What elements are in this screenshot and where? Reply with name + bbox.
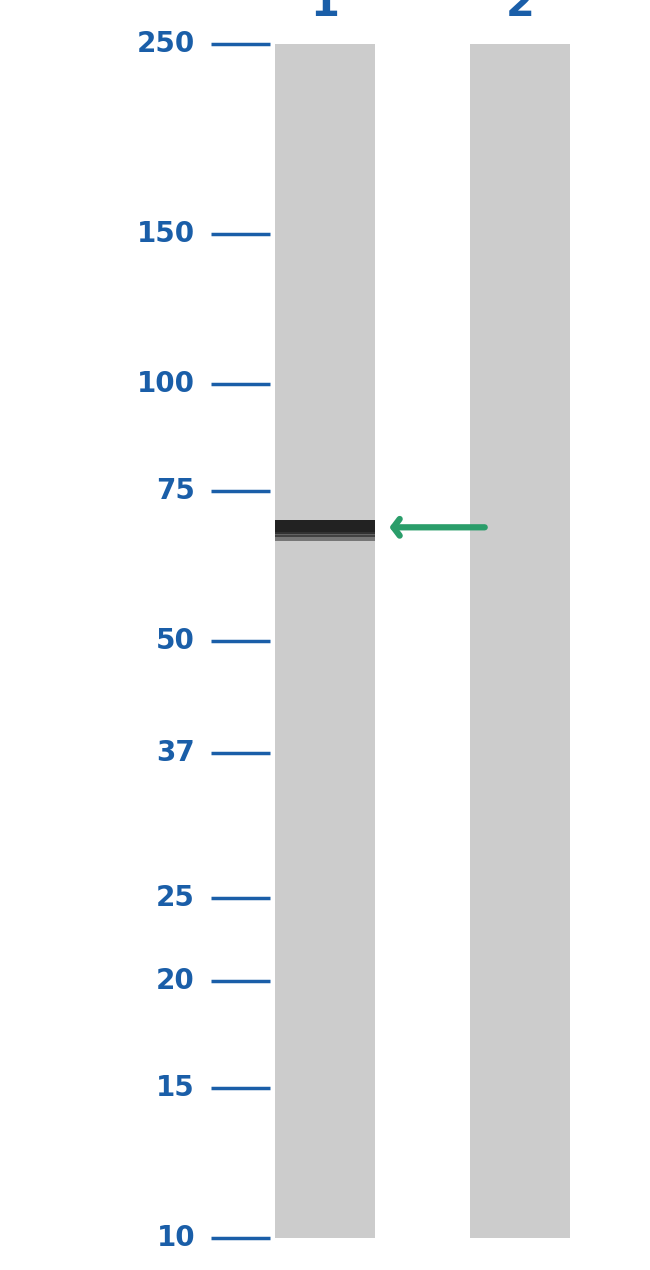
Text: 1: 1	[311, 0, 339, 25]
Text: 25: 25	[156, 884, 195, 912]
Bar	[274, 531, 376, 537]
Text: 37: 37	[156, 739, 195, 767]
Bar	[274, 527, 376, 533]
Bar	[274, 519, 376, 526]
Text: 10: 10	[157, 1224, 195, 1252]
Text: 15: 15	[156, 1074, 195, 1102]
Text: 20: 20	[156, 968, 195, 996]
Bar	[274, 522, 376, 532]
Text: 50: 50	[156, 627, 195, 655]
Text: 100: 100	[137, 371, 195, 399]
Text: 2: 2	[506, 0, 534, 25]
Text: 150: 150	[137, 220, 195, 248]
Bar	[469, 44, 571, 1238]
Bar	[274, 44, 376, 1238]
Text: 75: 75	[156, 478, 195, 505]
Text: 250: 250	[136, 30, 195, 58]
Bar	[274, 535, 376, 541]
Bar	[274, 523, 376, 530]
